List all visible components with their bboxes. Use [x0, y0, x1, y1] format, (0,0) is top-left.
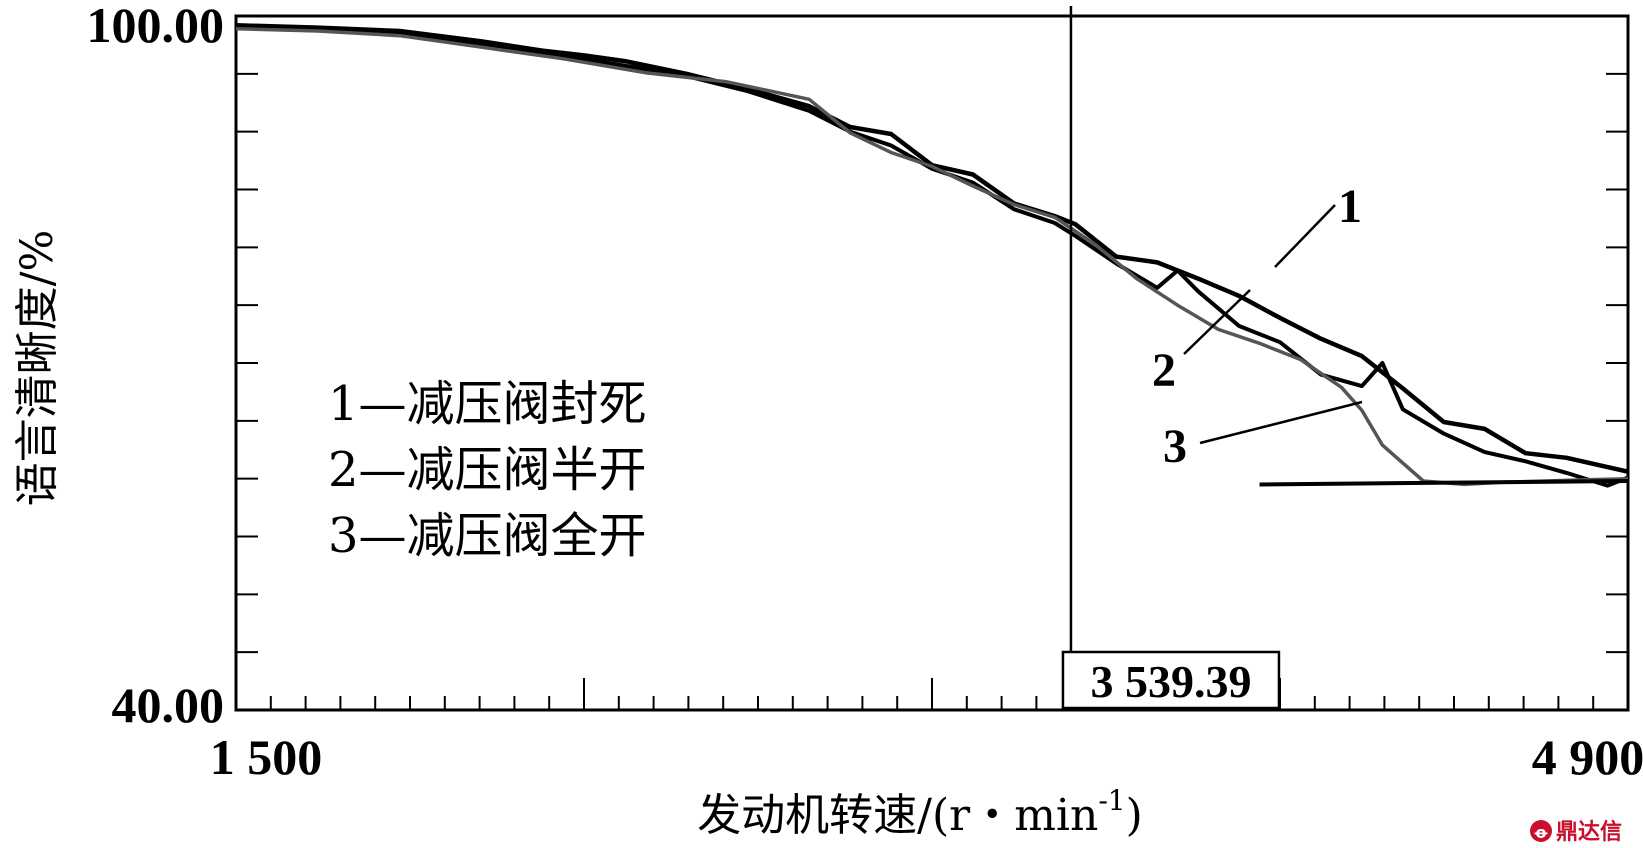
callout-label-3: 3	[1163, 420, 1187, 473]
y-tick-label-max: 100.00	[87, 0, 225, 53]
x-tick-label-min: 1 500	[210, 729, 323, 785]
cursor-value-label: 3 539.39	[1090, 656, 1251, 707]
plot-frame	[234, 14, 1630, 712]
baseline-line	[1259, 478, 1629, 487]
x-axis-title-close: )	[1126, 790, 1143, 841]
callout-label-1: 1	[1338, 180, 1362, 233]
legend-item-2: 2—减压阀半开	[328, 442, 647, 498]
callouts: 1 2 3	[1152, 180, 1363, 473]
x-tick-label-max: 4 900	[1532, 729, 1643, 785]
x-axis-title-main: 发动机转速/(r・min	[697, 790, 1098, 841]
series-line-2	[235, 25, 1629, 488]
ding-da-xin-logo-icon	[1530, 820, 1552, 842]
callout-label-2: 2	[1152, 344, 1176, 397]
callout-leader-2	[1183, 289, 1251, 355]
callout-leader-1	[1274, 204, 1336, 268]
axis-ticks	[236, 72, 1628, 710]
watermark: ꝋ 鼎达信	[1530, 819, 1622, 845]
watermark-text: 鼎达信	[1556, 819, 1622, 845]
x-axis-title: 发动机转速/(r・min-1)	[697, 784, 1143, 841]
legend-item-1: 1—减压阀封死	[328, 376, 647, 432]
callout-leader-3	[1199, 400, 1363, 445]
watermark-icon-glyph: ꝋ	[1534, 823, 1547, 842]
y-axis-title: 语言清晰度/%	[12, 230, 63, 507]
x-axis-title-superscript: -1	[1098, 784, 1125, 817]
cursor-value-box	[1061, 650, 1281, 710]
y-tick-label-min: 40.00	[112, 677, 225, 733]
legend: 1—减压阀封死 2—减压阀半开 3—减压阀全开	[328, 376, 647, 564]
legend-item-3: 3—减压阀全开	[328, 508, 647, 564]
